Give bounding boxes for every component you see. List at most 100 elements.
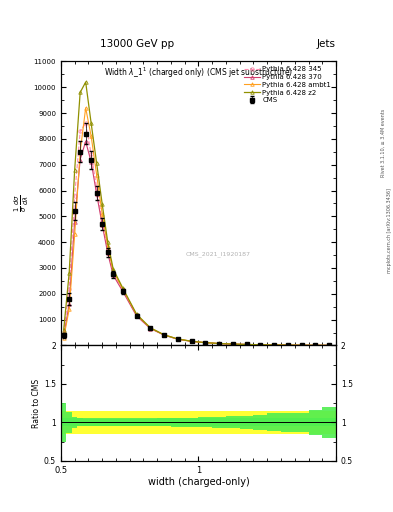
Text: CMS_2021_I1920187: CMS_2021_I1920187 [185,252,250,258]
Text: mcplots.cern.ch [arXiv:1306.3436]: mcplots.cern.ch [arXiv:1306.3436] [387,188,392,273]
Pythia 6.428 ambt1 [258,342,263,348]
Pythia 6.428 370 [327,343,332,349]
Pythia 6.428 z2 [189,338,194,344]
Pythia 6.428 z2 [176,336,180,342]
Pythia 6.428 z2 [100,201,105,207]
Pythia 6.428 z2 [244,342,249,348]
Pythia 6.428 z2 [89,120,94,126]
Text: Rivet 3.1.10, ≥ 3.4M events: Rivet 3.1.10, ≥ 3.4M events [381,109,386,178]
Pythia 6.428 345 [272,342,277,348]
Pythia 6.428 345 [230,341,235,347]
Pythia 6.428 z2 [111,266,116,272]
Pythia 6.428 345 [203,339,208,346]
Pythia 6.428 z2 [78,90,83,96]
Pythia 6.428 345 [105,247,110,253]
Pythia 6.428 z2 [285,342,290,348]
Pythia 6.428 345 [189,338,194,345]
Line: Pythia 6.428 ambt1: Pythia 6.428 ambt1 [62,106,331,347]
Pythia 6.428 ambt1 [78,148,83,155]
Text: Jets: Jets [317,38,336,49]
Pythia 6.428 ambt1 [72,231,77,238]
Pythia 6.428 ambt1 [83,105,88,111]
Pythia 6.428 z2 [230,341,235,347]
Pythia 6.428 z2 [217,340,222,347]
Pythia 6.428 370 [217,340,222,347]
Pythia 6.428 z2 [83,79,88,85]
Pythia 6.428 345 [176,336,180,342]
Pythia 6.428 370 [272,342,277,348]
Pythia 6.428 345 [134,312,139,318]
Legend: Pythia 6.428 345, Pythia 6.428 370, Pythia 6.428 ambt1, Pythia 6.428 z2, CMS: Pythia 6.428 345, Pythia 6.428 370, Pyth… [243,65,332,104]
Pythia 6.428 370 [120,288,125,294]
Y-axis label: $\frac{1}{\sigma}\,\frac{d\sigma}{d\lambda}$: $\frac{1}{\sigma}\,\frac{d\sigma}{d\lamb… [13,195,31,212]
Pythia 6.428 345 [89,152,94,158]
Pythia 6.428 345 [94,185,99,191]
Pythia 6.428 345 [327,343,332,349]
Pythia 6.428 345 [244,342,249,348]
Pythia 6.428 ambt1 [61,335,66,342]
Pythia 6.428 370 [189,338,194,345]
Pythia 6.428 z2 [67,270,72,276]
Pythia 6.428 370 [230,341,235,347]
Pythia 6.428 z2 [72,167,77,173]
X-axis label: width (charged-only): width (charged-only) [148,477,249,487]
Pythia 6.428 ambt1 [313,342,318,348]
Pythia 6.428 345 [83,120,88,126]
Pythia 6.428 345 [162,332,167,338]
Pythia 6.428 ambt1 [285,342,290,348]
Pythia 6.428 345 [148,325,152,331]
Pythia 6.428 370 [258,342,263,348]
Text: Width $\lambda$_1$^1$ (charged only) (CMS jet substructure): Width $\lambda$_1$^1$ (charged only) (CM… [104,66,293,80]
Pythia 6.428 345 [100,219,105,225]
Pythia 6.428 ambt1 [189,338,194,345]
Pythia 6.428 370 [72,219,77,225]
Pythia 6.428 370 [134,313,139,319]
Y-axis label: Ratio to CMS: Ratio to CMS [32,378,41,428]
Pythia 6.428 345 [258,342,263,348]
Pythia 6.428 ambt1 [230,341,235,347]
Pythia 6.428 345 [217,340,222,347]
Pythia 6.428 z2 [203,339,208,346]
Pythia 6.428 370 [285,342,290,348]
Pythia 6.428 ambt1 [120,286,125,292]
Pythia 6.428 z2 [105,239,110,245]
Pythia 6.428 370 [244,342,249,348]
Pythia 6.428 ambt1 [217,340,222,347]
Pythia 6.428 z2 [162,332,167,338]
Pythia 6.428 z2 [299,342,304,348]
Pythia 6.428 ambt1 [148,325,152,331]
Pythia 6.428 345 [67,286,72,292]
Line: Pythia 6.428 345: Pythia 6.428 345 [62,122,331,347]
Pythia 6.428 ambt1 [327,343,332,349]
Pythia 6.428 370 [313,342,318,348]
Pythia 6.428 z2 [327,343,332,349]
Pythia 6.428 345 [120,287,125,293]
Pythia 6.428 345 [78,128,83,134]
Pythia 6.428 ambt1 [105,243,110,249]
Pythia 6.428 ambt1 [203,339,208,346]
Pythia 6.428 370 [94,191,99,198]
Pythia 6.428 370 [105,250,110,256]
Pythia 6.428 345 [313,342,318,348]
Pythia 6.428 z2 [61,327,66,333]
Pythia 6.428 ambt1 [176,336,180,342]
Pythia 6.428 370 [78,157,83,163]
Pythia 6.428 370 [148,326,152,332]
Pythia 6.428 ambt1 [89,133,94,139]
Pythia 6.428 370 [203,339,208,346]
Pythia 6.428 z2 [134,311,139,317]
Pythia 6.428 ambt1 [67,306,72,312]
Pythia 6.428 ambt1 [100,211,105,217]
Pythia 6.428 370 [61,333,66,339]
Pythia 6.428 370 [89,159,94,165]
Pythia 6.428 370 [162,332,167,338]
Pythia 6.428 ambt1 [272,342,277,348]
Pythia 6.428 370 [83,138,88,144]
Text: 13000 GeV pp: 13000 GeV pp [101,38,174,49]
Pythia 6.428 ambt1 [111,268,116,274]
Pythia 6.428 345 [285,342,290,348]
Pythia 6.428 z2 [272,342,277,348]
Pythia 6.428 z2 [148,325,152,331]
Pythia 6.428 ambt1 [94,172,99,178]
Pythia 6.428 345 [299,342,304,348]
